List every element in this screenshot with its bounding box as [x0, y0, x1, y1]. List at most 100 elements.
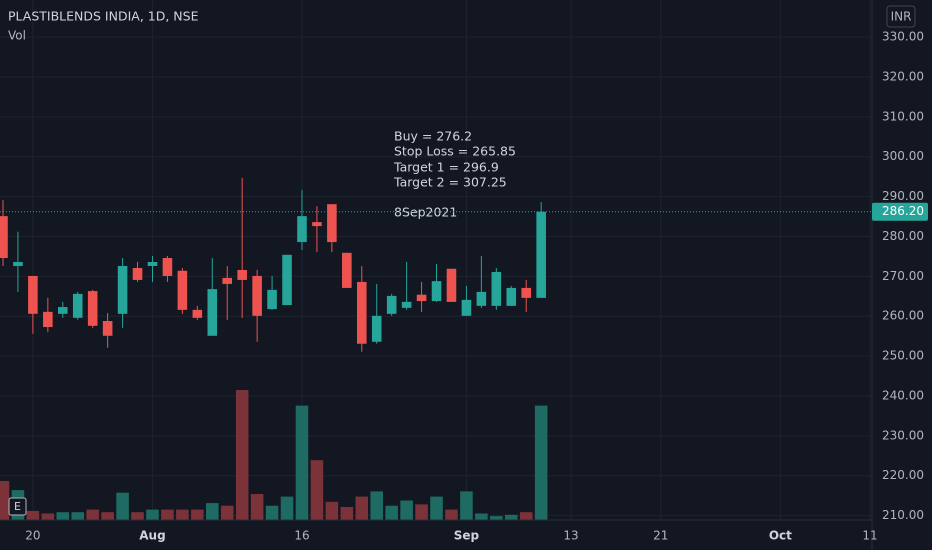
annotation-line: Target 2 = 307.25	[393, 175, 507, 190]
y-tick-label: 270.00	[882, 269, 924, 283]
volume-bar	[41, 513, 55, 520]
volume-label: Vol	[8, 29, 26, 43]
candle-body	[207, 289, 218, 336]
candle-body	[252, 275, 262, 316]
volume-bar	[385, 505, 398, 520]
candle-body	[386, 295, 397, 314]
x-tick-label: 16	[294, 529, 309, 543]
y-tick-label: 250.00	[882, 349, 924, 363]
candle-body	[102, 321, 113, 336]
last-price-label: 286.20	[882, 204, 924, 218]
candle-body	[192, 309, 203, 318]
annotation-line: Stop Loss = 265.85	[394, 144, 516, 159]
candle-body	[461, 299, 472, 316]
volume-bar	[101, 512, 114, 520]
y-tick-label: 230.00	[882, 428, 924, 442]
volume-bar	[370, 491, 384, 520]
y-tick-label: 310.00	[882, 109, 924, 123]
events-badge[interactable]	[8, 497, 27, 516]
volume-bar	[504, 514, 518, 520]
volume-bar	[56, 512, 70, 520]
candle-body	[521, 287, 532, 298]
volume-bar	[415, 504, 428, 520]
volume-bar	[325, 501, 339, 520]
volume-bar	[460, 491, 473, 520]
annotation-line: 8Sep2021	[394, 205, 457, 220]
volume-bar	[355, 496, 369, 520]
chart-title: PLASTIBLENDS INDIA, 1D, NSE	[8, 9, 199, 24]
volume-bar	[265, 505, 279, 520]
candle-body	[536, 211, 546, 298]
candle-body	[72, 293, 83, 318]
volume-bar	[235, 390, 249, 520]
volume-bar	[131, 512, 144, 520]
volume-bar	[161, 509, 174, 520]
y-tick-label: 280.00	[882, 229, 924, 243]
y-tick-label: 210.00	[882, 508, 924, 522]
y-tick-label: 300.00	[882, 149, 924, 163]
candle-layer	[0, 177, 546, 352]
volume-bar	[191, 509, 204, 520]
y-tick-label: 330.00	[882, 30, 924, 44]
candle-body	[327, 204, 337, 243]
volume-bar	[26, 510, 40, 520]
candle-body	[222, 277, 233, 284]
currency-badge[interactable]	[886, 5, 916, 28]
volume-bar	[519, 512, 533, 520]
candle-body	[342, 252, 352, 288]
candle-body	[416, 294, 427, 302]
volume-bar	[146, 509, 159, 520]
x-tick-label: 11	[862, 529, 877, 543]
volume-bar	[534, 405, 548, 520]
x-tick-label: Aug	[139, 529, 165, 543]
volume-bar	[280, 496, 294, 520]
volume-bar	[86, 509, 99, 520]
x-tick-label: 13	[563, 529, 578, 543]
y-tick-label: 240.00	[882, 388, 924, 402]
candle-body	[162, 258, 173, 276]
candle-body	[282, 254, 292, 306]
x-tick-label: Sep	[454, 529, 480, 543]
volume-bar	[220, 505, 234, 520]
candle-body	[297, 216, 307, 243]
volume-bar	[295, 405, 309, 520]
candle-body	[312, 222, 322, 227]
volume-bar	[445, 509, 458, 520]
volume-bar	[206, 503, 219, 520]
volume-bar	[430, 496, 443, 520]
last-price-tag	[872, 202, 928, 221]
y-tick-label: 220.00	[882, 468, 924, 482]
x-tick-label: Oct	[769, 529, 792, 543]
annotation-line: Target 1 = 296.9	[393, 160, 499, 175]
volume-bar	[400, 500, 413, 520]
candle-body	[132, 267, 143, 280]
candle-body	[476, 291, 487, 306]
y-tick-label: 260.00	[882, 309, 924, 323]
candle-body	[506, 287, 517, 306]
candle-body	[431, 281, 442, 302]
events-badge-label[interactable]: E	[14, 500, 21, 513]
candle-body	[446, 268, 457, 302]
candle-body	[87, 291, 98, 326]
candle-body	[43, 311, 53, 327]
volume-bar	[475, 513, 488, 520]
candle-body	[0, 216, 8, 259]
x-tick-label: 21	[653, 529, 668, 543]
candle-body	[491, 271, 502, 306]
candle-body	[177, 270, 188, 310]
volume-bar	[310, 460, 324, 520]
candle-body	[237, 269, 247, 280]
volume-bar	[176, 509, 189, 520]
currency[interactable]: INR	[891, 10, 912, 24]
candle-body	[28, 275, 38, 314]
volume-bar	[116, 492, 129, 520]
x-tick-label: 20	[25, 529, 40, 543]
volume-bar	[71, 512, 85, 520]
volume-bar	[0, 481, 10, 520]
y-tick-label: 290.00	[882, 189, 924, 203]
candle-body	[58, 307, 68, 314]
volume-bar	[490, 516, 503, 520]
volume-bar	[250, 494, 264, 520]
